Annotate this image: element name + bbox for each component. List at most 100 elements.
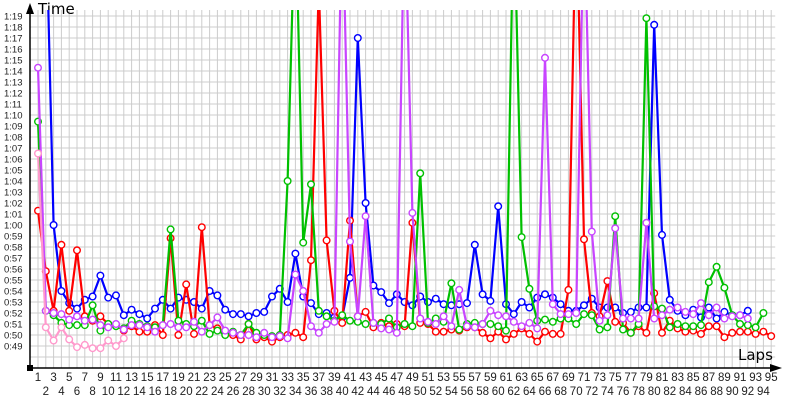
data-point-red[interactable] [72,246,81,255]
data-point-magenta[interactable] [88,315,97,324]
data-point-red[interactable] [135,327,144,336]
data-point-green[interactable] [166,225,175,234]
data-point-blue[interactable] [743,306,752,315]
data-point-blue[interactable] [517,298,526,307]
data-point-green[interactable] [548,317,557,326]
data-point-magenta[interactable] [96,321,105,330]
data-point-green[interactable] [681,322,690,331]
data-point-magenta[interactable] [322,320,331,329]
data-point-magenta[interactable] [728,312,737,321]
data-point-magenta[interactable] [447,322,456,331]
data-point-red[interactable] [611,317,620,326]
data-point-magenta[interactable] [143,323,152,332]
data-point-green[interactable] [400,320,409,329]
data-point-blue[interactable] [291,249,300,258]
data-point-magenta[interactable] [353,312,362,321]
data-point-magenta[interactable] [49,309,58,318]
data-point-pink[interactable] [96,344,105,353]
data-point-pink[interactable] [88,344,97,353]
data-point-magenta[interactable] [275,332,284,341]
data-point-magenta[interactable] [104,323,113,332]
data-point-blue[interactable] [228,310,237,319]
data-point-blue[interactable] [650,20,659,29]
data-point-magenta[interactable] [502,312,511,321]
data-point-magenta[interactable] [439,312,448,321]
data-point-red[interactable] [65,306,74,315]
data-point-blue[interactable] [556,300,565,309]
data-point-blue[interactable] [704,303,713,312]
data-point-magenta[interactable] [307,322,316,331]
data-point-green[interactable] [314,306,323,315]
data-point-blue[interactable] [353,34,362,43]
data-point-magenta[interactable] [712,303,721,312]
data-point-blue[interactable] [470,240,479,249]
data-point-green[interactable] [283,176,292,185]
data-point-blue[interactable] [143,314,152,323]
data-point-green[interactable] [408,322,417,331]
data-point-red[interactable] [96,312,105,321]
data-point-green[interactable] [572,320,581,329]
data-point-magenta[interactable] [150,327,159,336]
data-point-magenta[interactable] [65,315,74,324]
data-point-magenta[interactable] [291,270,300,279]
data-point-red[interactable] [439,327,448,336]
data-point-magenta[interactable] [673,303,682,312]
data-point-magenta[interactable] [392,328,401,337]
data-point-green[interactable] [619,325,628,334]
data-point-pink[interactable] [57,323,66,332]
data-point-red[interactable] [361,307,370,316]
data-point-blue[interactable] [486,296,495,305]
data-point-blue[interactable] [712,314,721,323]
data-point-green[interactable] [541,315,550,324]
data-point-red[interactable] [767,332,776,341]
data-point-red[interactable] [580,235,589,244]
data-point-magenta[interactable] [236,331,245,340]
data-point-magenta[interactable] [548,300,557,309]
data-point-green[interactable] [736,320,745,329]
data-point-blue[interactable] [626,307,635,316]
data-point-green[interactable] [213,326,222,335]
data-point-blue[interactable] [658,230,667,239]
data-point-green[interactable] [205,329,214,338]
data-point-green[interactable] [720,283,729,292]
data-point-red[interactable] [525,329,534,338]
data-point-magenta[interactable] [221,326,230,335]
data-point-green[interactable] [665,323,674,332]
data-point-green[interactable] [704,278,713,287]
data-point-green[interactable] [244,320,253,329]
data-point-magenta[interactable] [416,314,425,323]
data-point-blue[interactable] [478,290,487,299]
data-point-green[interactable] [751,323,760,332]
data-point-blue[interactable] [377,288,386,297]
data-point-red[interactable] [697,329,706,338]
data-point-blue[interactable] [665,295,674,304]
data-point-magenta[interactable] [470,323,479,332]
data-point-magenta[interactable] [720,314,729,323]
data-point-blue[interactable] [307,299,316,308]
data-point-green[interactable] [626,328,635,337]
data-point-blue[interactable] [268,292,277,301]
data-point-magenta[interactable] [697,299,706,308]
data-point-magenta[interactable] [385,325,394,334]
data-point-blue[interactable] [509,310,518,319]
data-point-magenta[interactable] [314,328,323,337]
data-point-green[interactable] [697,321,706,330]
data-point-blue[interactable] [346,273,355,282]
data-point-red[interactable] [486,334,495,343]
data-point-green[interactable] [322,312,331,321]
data-point-magenta[interactable] [424,317,433,326]
data-point-red[interactable] [704,322,713,331]
data-point-pink[interactable] [34,149,43,158]
data-point-blue[interactable] [431,294,440,303]
data-point-red[interactable] [502,335,511,344]
data-point-green[interactable] [486,320,495,329]
data-point-magenta[interactable] [260,328,269,337]
data-point-magenta[interactable] [377,324,386,333]
data-point-green[interactable] [642,14,651,23]
data-point-magenta[interactable] [127,321,136,330]
data-point-blue[interactable] [166,304,175,313]
data-point-blue[interactable] [104,293,113,302]
data-point-magenta[interactable] [572,309,581,318]
data-point-green[interactable] [673,320,682,329]
data-point-magenta[interactable] [197,327,206,336]
